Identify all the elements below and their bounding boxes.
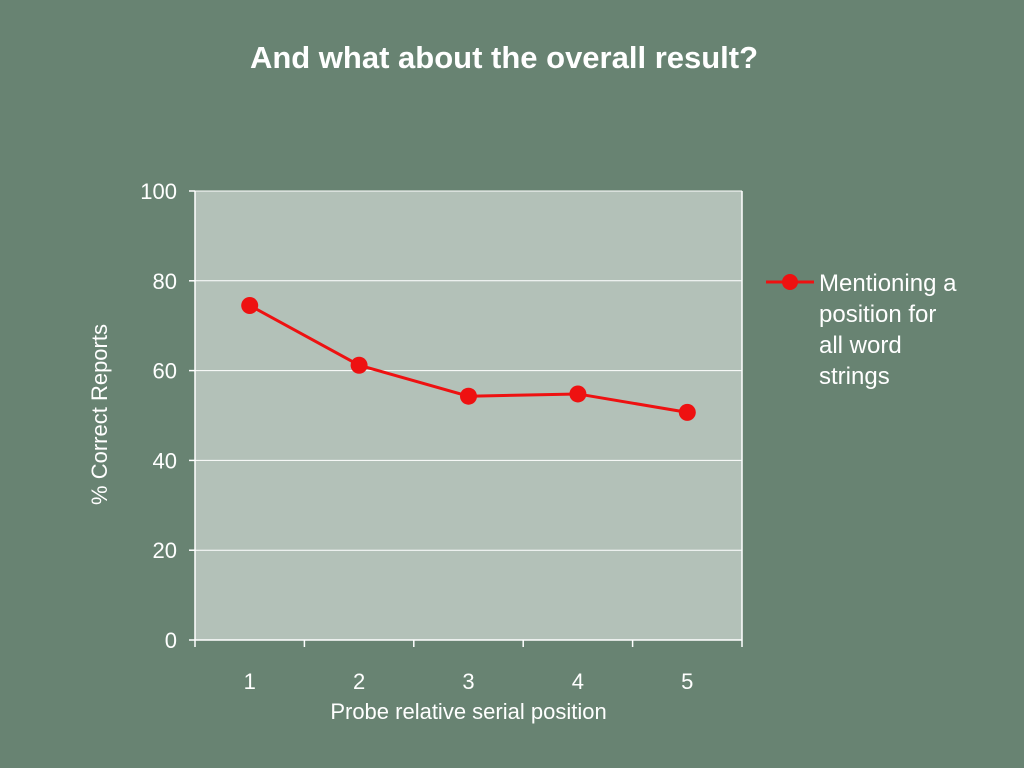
data-point (241, 296, 259, 314)
x-tick-label: 3 (462, 669, 474, 694)
legend-label: Mentioning a position for all word strin… (819, 270, 957, 390)
y-tick-label: 100 (140, 179, 177, 204)
x-tick-label: 2 (353, 669, 365, 694)
x-tick-label: 1 (244, 669, 256, 694)
data-point (350, 356, 368, 374)
y-tick-label: 20 (153, 538, 177, 563)
data-point (569, 385, 587, 403)
y-tick-label: 0 (165, 628, 177, 653)
data-point (460, 387, 477, 405)
x-axis-title: Probe relative serial position (330, 699, 606, 724)
y-tick-label: 40 (153, 448, 177, 473)
legend-marker-icon (766, 274, 814, 290)
chart-title: And what about the overall result? (249, 40, 759, 75)
x-tick-label: 5 (681, 669, 693, 694)
y-axis-title: % Correct Reports (87, 324, 112, 505)
y-tick-label: 60 (153, 359, 177, 384)
plot-area (195, 191, 742, 640)
data-point (678, 403, 696, 421)
y-tick-label: 80 (153, 269, 177, 294)
x-tick-label: 4 (572, 669, 584, 694)
